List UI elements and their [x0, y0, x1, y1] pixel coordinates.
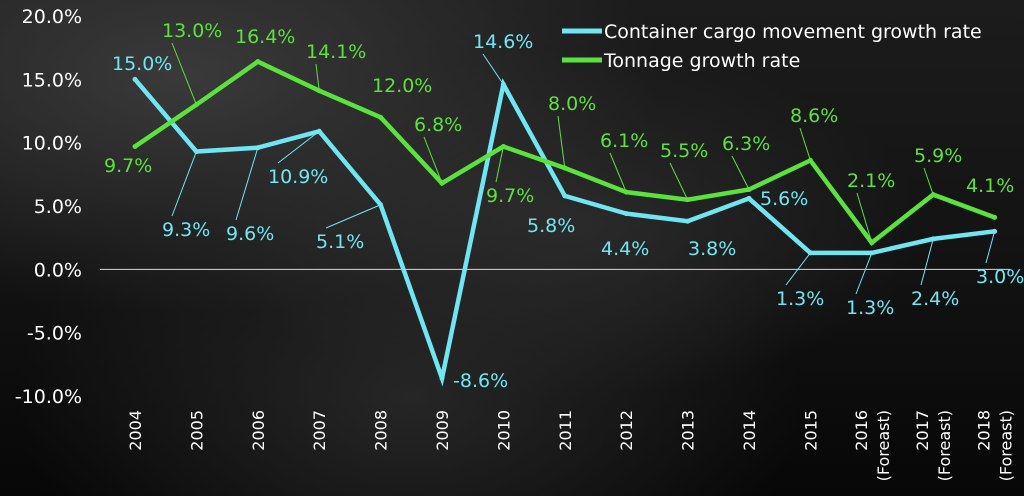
- data-point: [992, 214, 998, 220]
- data-label: 9.6%: [226, 223, 274, 245]
- data-label: 4.4%: [601, 238, 649, 260]
- x-tick-label: 2008: [372, 410, 391, 451]
- leader-line: [171, 42, 197, 105]
- data-label: 9.3%: [162, 219, 210, 241]
- x-tick-label: 2007: [310, 410, 329, 451]
- leader-line: [482, 53, 504, 85]
- leader-line: [171, 151, 197, 217]
- x-tick-label: 2004: [126, 410, 145, 451]
- data-label: 6.3%: [722, 133, 770, 155]
- x-tick-label: 2013: [679, 410, 698, 451]
- y-tick-label: -5.0%: [27, 323, 82, 345]
- data-label: 3.8%: [688, 238, 736, 260]
- data-label: 6.8%: [414, 114, 462, 136]
- data-label: 9.7%: [104, 155, 152, 177]
- leader-line: [423, 136, 443, 184]
- y-tick-label: 10.0%: [22, 133, 82, 155]
- leader-line: [495, 146, 504, 183]
- data-label: 10.9%: [268, 166, 328, 188]
- x-tick-label: 2014: [740, 410, 759, 451]
- y-tick-label: -10.0%: [15, 386, 82, 408]
- data-label: 2.1%: [847, 170, 895, 192]
- x-tick-label: 2017 (Foreast): [913, 410, 954, 481]
- data-point: [132, 143, 138, 149]
- legend-label: Tonnage growth rate: [603, 50, 800, 72]
- data-label: 12.0%: [372, 75, 432, 97]
- leader-line: [785, 252, 811, 286]
- data-label: 5.8%: [527, 215, 575, 237]
- leader-line: [923, 167, 934, 195]
- data-label: 1.3%: [846, 297, 894, 319]
- data-label: 4.1%: [966, 175, 1014, 197]
- data-label: 5.9%: [914, 145, 962, 167]
- data-label: 16.4%: [235, 26, 295, 48]
- data-point: [685, 218, 691, 224]
- data-point: [623, 211, 629, 217]
- leader-line: [920, 238, 934, 286]
- data-label: 5.5%: [660, 140, 708, 162]
- x-tick-label: 2016 (Foreast): [852, 410, 893, 481]
- data-point: [562, 193, 568, 199]
- data-label: 9.7%: [486, 185, 534, 207]
- data-point: [255, 59, 261, 65]
- leader-line: [315, 63, 320, 91]
- data-label: 14.6%: [473, 31, 533, 53]
- data-label: 8.0%: [548, 93, 596, 115]
- x-tick-label: 2006: [249, 410, 268, 451]
- y-tick-label: 0.0%: [34, 259, 82, 281]
- x-tick-label: 2010: [494, 410, 513, 451]
- y-tick-label: 5.0%: [34, 196, 82, 218]
- leader-line: [731, 155, 750, 190]
- x-tick-label: 2009: [433, 410, 452, 451]
- leader-line: [855, 252, 873, 295]
- data-point: [746, 195, 752, 201]
- x-tick-label: 2012: [617, 410, 636, 451]
- leader-line: [277, 130, 320, 164]
- data-label: 5.1%: [316, 231, 364, 253]
- data-label: 15.0%: [112, 53, 172, 75]
- data-label: -8.6%: [453, 370, 508, 392]
- data-label: 1.3%: [776, 288, 824, 310]
- y-tick-label: 20.0%: [22, 6, 82, 28]
- data-label: 5.6%: [760, 188, 808, 210]
- data-label: 2.4%: [911, 288, 959, 310]
- data-label: 3.0%: [976, 266, 1024, 288]
- leader-line: [235, 147, 259, 221]
- data-label: 8.6%: [790, 105, 838, 127]
- leader-line: [985, 231, 996, 264]
- leader-line: [799, 127, 811, 161]
- leader-line: [325, 204, 381, 229]
- data-label: 14.1%: [306, 41, 366, 63]
- leader-line: [669, 162, 689, 200]
- x-tick-label: 2005: [187, 410, 206, 451]
- x-tick-label: 2018 (Foreast): [975, 410, 1016, 481]
- legend-label: Container cargo movement growth rate: [604, 21, 982, 43]
- x-tick-label: 2015: [801, 410, 820, 451]
- leader-line: [609, 152, 627, 193]
- data-point: [132, 76, 138, 82]
- data-label: 13.0%: [162, 20, 222, 42]
- leader-line: [856, 192, 873, 243]
- leader-line: [557, 115, 566, 169]
- y-tick-label: 15.0%: [22, 69, 82, 91]
- x-tick-label: 2011: [556, 410, 575, 451]
- data-label: 6.1%: [600, 130, 648, 152]
- data-point: [378, 114, 384, 120]
- data-point: [439, 375, 445, 381]
